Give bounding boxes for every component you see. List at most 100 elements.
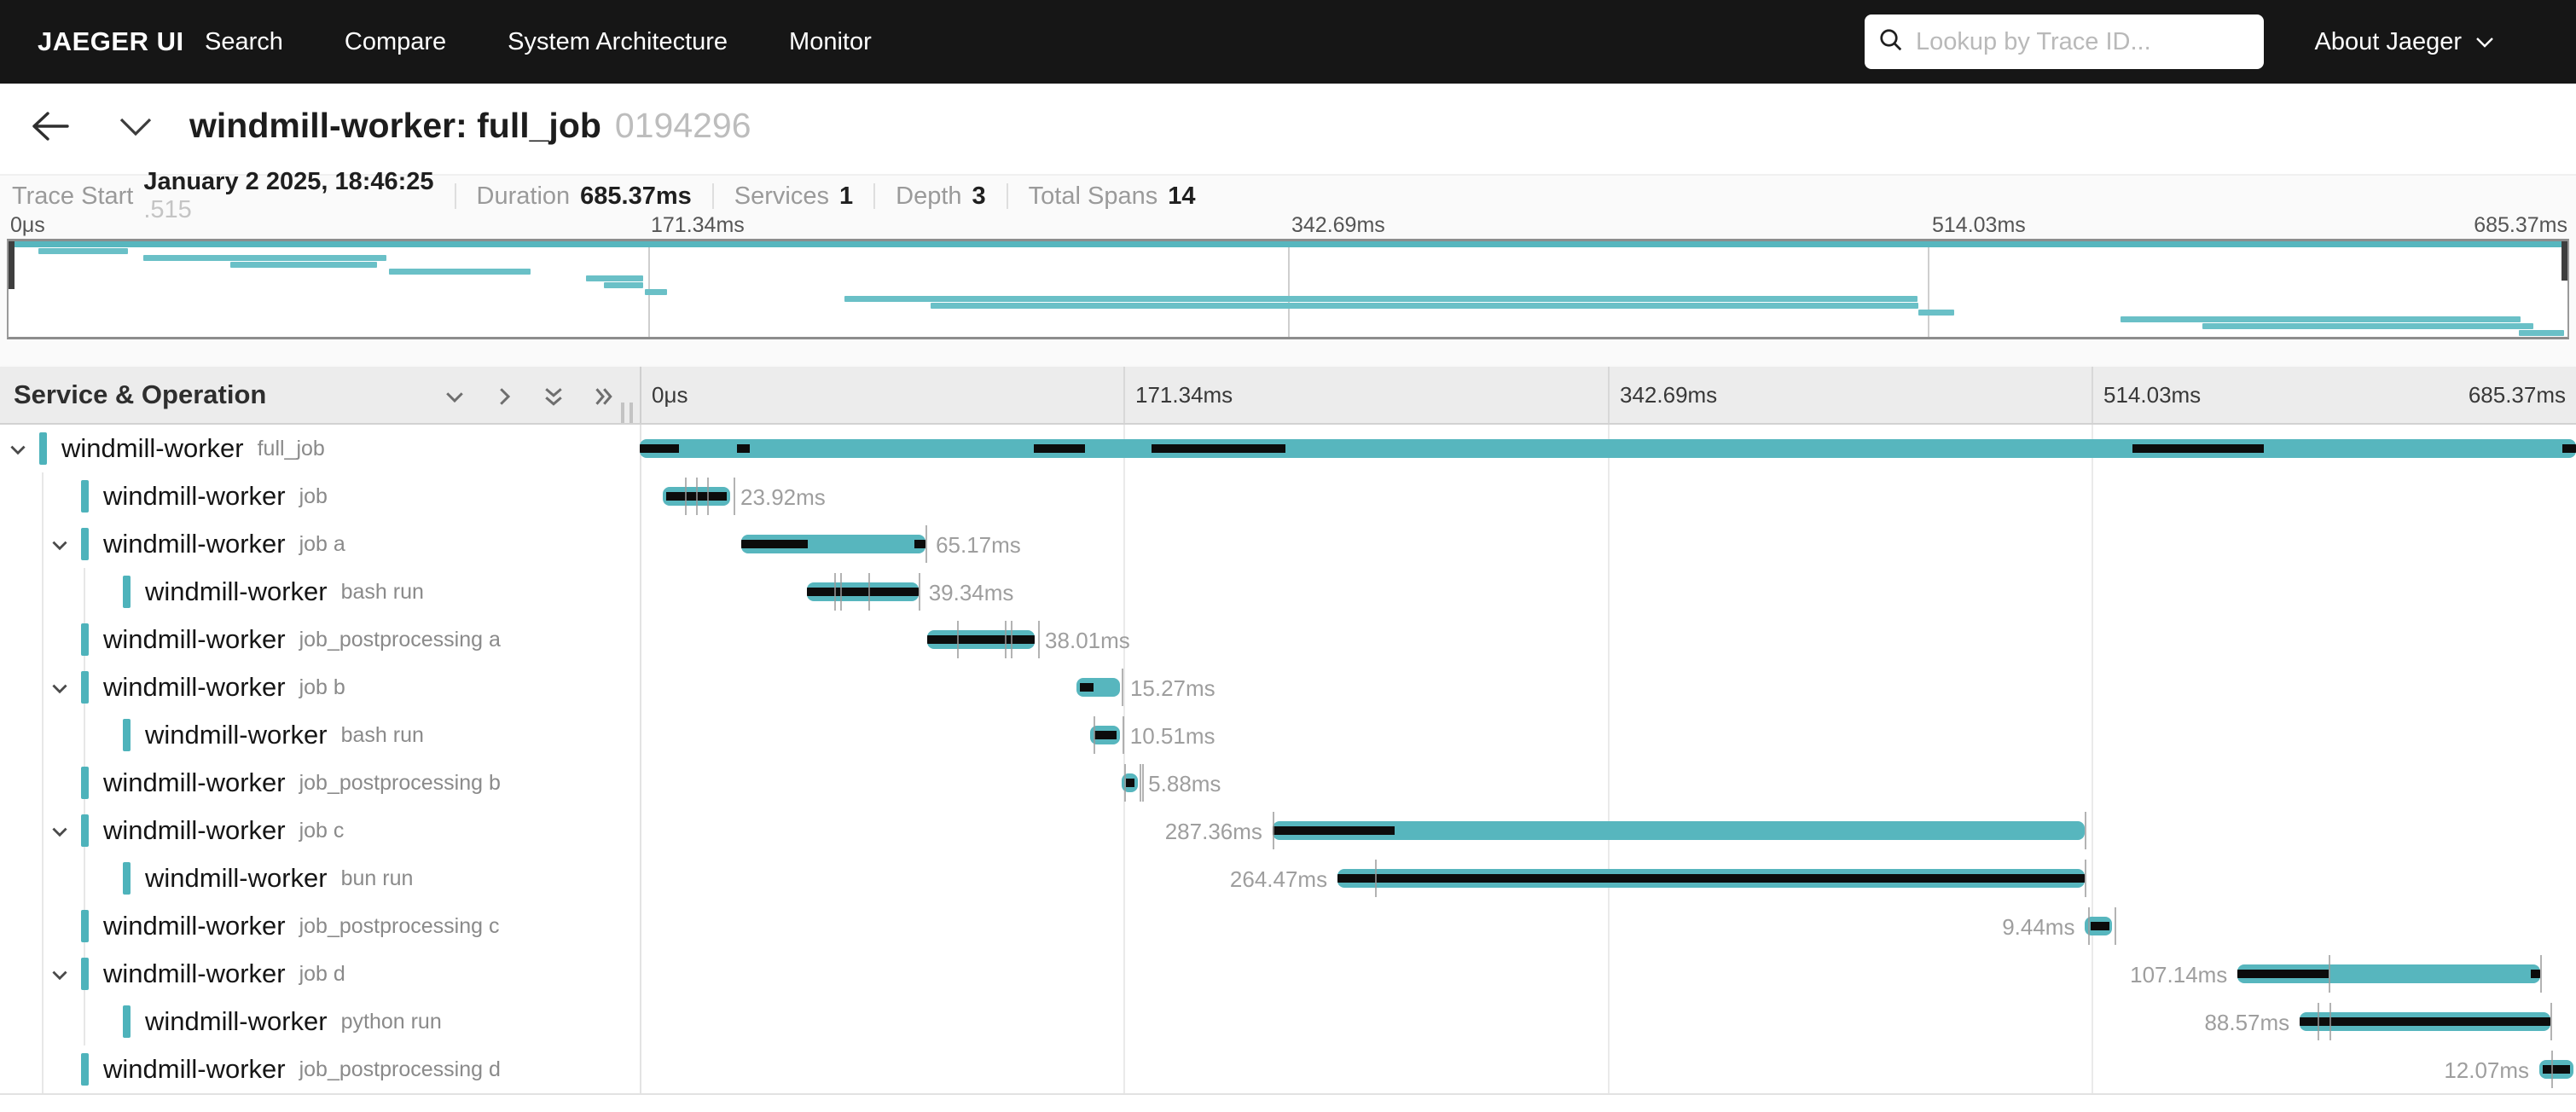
- span-duration-label: 15.27ms: [1130, 675, 1215, 702]
- nav-item-search[interactable]: Search: [205, 28, 283, 56]
- span-bar[interactable]: [640, 439, 2576, 458]
- span-log-tick: [707, 478, 709, 515]
- span-operation-name: job d: [299, 962, 345, 987]
- span-bar[interactable]: [1337, 869, 2085, 888]
- span-name[interactable]: windmill-workerjob_postprocessing b: [103, 759, 501, 807]
- collapse-trace-header-icon[interactable]: [118, 116, 154, 142]
- minimap-span-bar: [931, 303, 1918, 309]
- expand-all-icon[interactable]: [590, 384, 616, 414]
- minimap-tick-label: 514.03ms: [1932, 213, 2026, 238]
- span-duration-label: 107.14ms: [2130, 962, 2227, 988]
- span-name[interactable]: windmill-workerjob_postprocessing a: [103, 616, 501, 663]
- span-name[interactable]: windmill-workerjob d: [103, 950, 345, 998]
- summary-label: Trace Start: [12, 182, 133, 211]
- span-name[interactable]: windmill-workerjob a: [103, 520, 345, 568]
- trace-lookup-input[interactable]: [1914, 27, 2250, 57]
- minimap-span-bar: [2519, 330, 2564, 336]
- span-expand-chevron-icon[interactable]: [49, 964, 71, 991]
- minimap-right-handle[interactable]: [2561, 241, 2567, 281]
- span-name[interactable]: windmill-workerjob_postprocessing d: [103, 1045, 501, 1093]
- span-log-tick: [1273, 812, 1274, 849]
- minimap-span-bar: [604, 282, 643, 288]
- span-service-name: windmill-worker: [145, 576, 328, 607]
- span-name[interactable]: windmill-workerbash run: [145, 568, 424, 616]
- timeline-tick-label: 514.03ms: [2103, 382, 2201, 408]
- collapse-all-icon[interactable]: [442, 384, 467, 414]
- span-row: windmill-workerjob_postprocessing d12.07…: [0, 1045, 2576, 1093]
- span-bar[interactable]: [807, 582, 918, 601]
- span-child-marker: [1337, 874, 2085, 883]
- jaeger-logo[interactable]: JAEGER UI: [38, 0, 184, 84]
- span-bar[interactable]: [1273, 821, 2085, 840]
- summary-separator: [1007, 183, 1008, 209]
- span-name[interactable]: windmill-workerjob_postprocessing c: [103, 902, 499, 950]
- span-row: windmill-workerbash run39.34ms: [0, 568, 2576, 616]
- span-log-tick: [2329, 955, 2330, 993]
- about-jaeger-menu[interactable]: About Jaeger: [2314, 0, 2494, 84]
- span-child-marker: [2531, 970, 2540, 978]
- span-expand-chevron-icon[interactable]: [7, 439, 29, 466]
- timeline-tick-label: 685.37ms: [2469, 382, 2566, 408]
- span-row: windmill-workerjob a65.17ms: [0, 520, 2576, 568]
- minimap-span-bar: [230, 262, 377, 268]
- span-row: windmill-workerjob b 15.27ms: [0, 663, 2576, 711]
- span-color-accent: [123, 1005, 131, 1038]
- span-child-marker: [1034, 444, 1085, 453]
- minimap-left-handle[interactable]: [9, 241, 15, 289]
- span-bar[interactable]: [741, 535, 925, 553]
- span-service-name: windmill-worker: [103, 529, 286, 559]
- span-log-tick: [1005, 621, 1007, 658]
- back-button[interactable]: [31, 109, 70, 148]
- expand-one-icon[interactable]: [491, 384, 517, 414]
- span-operation-name: bun run: [341, 866, 414, 891]
- span-operation-name: bash run: [341, 723, 424, 748]
- trace-id: 0194296: [615, 106, 751, 145]
- span-log-tick: [2318, 1003, 2319, 1040]
- nav-item-system-architecture[interactable]: System Architecture: [508, 28, 728, 56]
- span-child-marker: [1273, 826, 1395, 835]
- nav-item-monitor[interactable]: Monitor: [789, 28, 872, 56]
- summary-separator: [712, 183, 714, 209]
- header-grid-line: [1123, 367, 1125, 423]
- span-color-accent: [123, 576, 131, 608]
- span-duration-label: 5.88ms: [1148, 771, 1221, 797]
- span-name[interactable]: windmill-workerpython run: [145, 998, 442, 1045]
- span-bar[interactable]: [1076, 678, 1120, 697]
- span-log-tick: [1122, 669, 1123, 706]
- span-child-marker: [1080, 683, 1093, 692]
- span-expand-chevron-icon[interactable]: [49, 535, 71, 561]
- span-name[interactable]: windmill-workerjob: [103, 472, 328, 520]
- minimap-grid-line: [1928, 241, 1929, 337]
- span-bar[interactable]: [2237, 964, 2540, 983]
- timeline-minimap[interactable]: [7, 239, 2569, 339]
- span-name[interactable]: windmill-workerjob b: [103, 663, 345, 711]
- span-operation-name: python run: [341, 1010, 442, 1034]
- minimap-tick-label: 171.34ms: [651, 213, 745, 238]
- timeline-tick-label: 342.69ms: [1620, 382, 1717, 408]
- header-grid-line: [2092, 367, 2093, 423]
- nav-item-compare[interactable]: Compare: [345, 28, 446, 56]
- span-log-tick: [2540, 955, 2542, 993]
- span-row: windmill-workerpython run88.57ms: [0, 998, 2576, 1045]
- span-expand-chevron-icon[interactable]: [49, 678, 71, 704]
- minimap-span-bar: [389, 269, 531, 275]
- span-name[interactable]: windmill-workerjob c: [103, 807, 344, 854]
- trace-lookup-box[interactable]: [1865, 14, 2264, 69]
- span-service-name: windmill-worker: [103, 672, 286, 703]
- span-name[interactable]: windmill-workerfull_job: [61, 425, 325, 472]
- span-log-tick: [1094, 716, 1095, 754]
- span-log-tick: [2088, 907, 2090, 945]
- trace-title: windmill-worker: full_job0194296: [189, 106, 751, 146]
- span-bar[interactable]: [927, 630, 1035, 649]
- span-name[interactable]: windmill-workerbash run: [145, 711, 424, 759]
- span-name[interactable]: windmill-workerbun run: [145, 854, 413, 902]
- column-resize-grip[interactable]: [621, 403, 633, 423]
- span-child-marker: [1152, 444, 1285, 453]
- collapse-deep-icon[interactable]: [541, 384, 566, 414]
- span-bar[interactable]: [2300, 1012, 2550, 1031]
- span-row: windmill-workerjob d 107.14ms: [0, 950, 2576, 998]
- span-operation-name: job_postprocessing c: [299, 914, 500, 939]
- minimap-tick-label: 685.37ms: [2474, 213, 2567, 238]
- span-expand-chevron-icon[interactable]: [49, 821, 71, 848]
- span-bar[interactable]: [2539, 1060, 2573, 1079]
